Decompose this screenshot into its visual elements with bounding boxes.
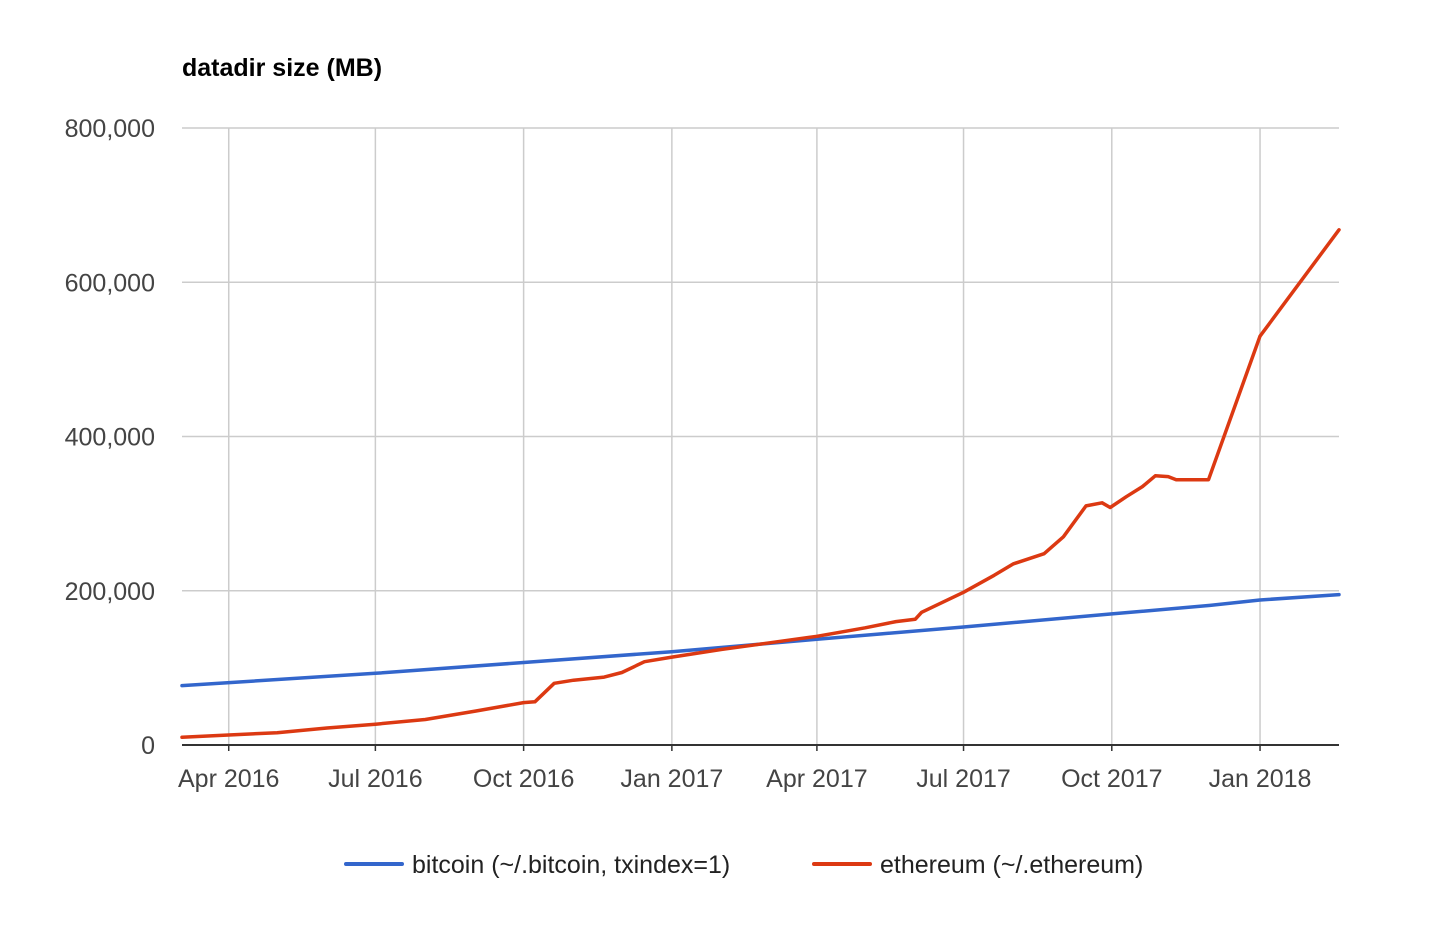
x-tick-label: Apr 2016 [178, 765, 279, 793]
y-tick-label: 600,000 [65, 269, 155, 297]
y-tick-label: 400,000 [65, 424, 155, 452]
y-tick-label: 800,000 [65, 115, 155, 143]
y-tick-label: 0 [141, 732, 155, 760]
x-axis-ticks: Apr 2016 Jul 2016 Oct 2016 Jan 2017 Apr 2017… [178, 744, 1339, 793]
x-tick-label: Jul 2017 [916, 765, 1011, 793]
x-tick-label: Oct 2016 [473, 765, 574, 793]
series-lines [180, 228, 1341, 740]
x-tick-label: Oct 2017 [1061, 765, 1162, 793]
y-tick-label: 200,000 [65, 578, 155, 606]
x-tick-label: Jan 2017 [620, 765, 723, 793]
grid-lines [182, 127, 1339, 745]
legend-label: ethereum (~/.ethereum) [880, 851, 1143, 879]
series-line-ethereum [180, 228, 1341, 740]
chart-title: datadir size (MB) [182, 54, 383, 82]
x-tick-label: Apr 2017 [766, 765, 867, 793]
x-tick-label: Jan 2018 [1209, 765, 1312, 793]
y-axis-ticks: 0 200,000 400,000 600,000 800,000 [65, 115, 155, 760]
x-tick-label: Jul 2016 [328, 765, 423, 793]
legend-label: bitcoin (~/.bitcoin, txindex=1) [412, 851, 730, 879]
series-line-bitcoin [180, 592, 1341, 688]
legend: bitcoin (~/.bitcoin, txindex=1) ethereum … [344, 851, 1143, 879]
